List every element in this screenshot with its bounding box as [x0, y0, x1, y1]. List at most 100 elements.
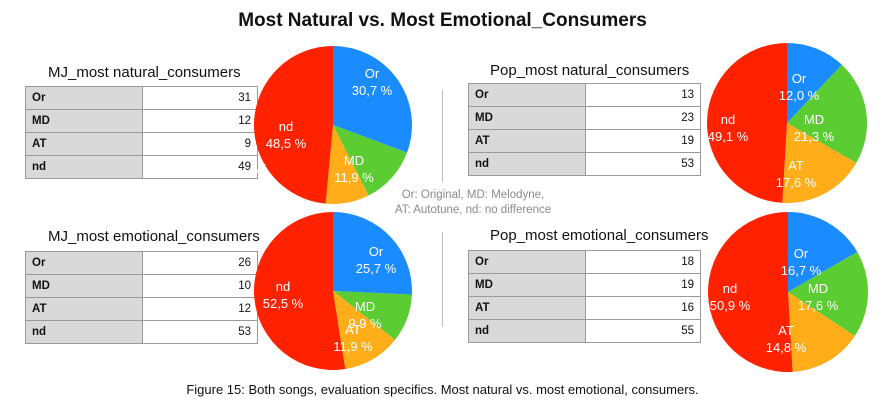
pie-label-md: MD 17,6 % — [798, 281, 839, 313]
mj-natural-pie: Or 30,7 % MD 11,9 % AT 8,9 % nd 48,5 % — [241, 46, 412, 204]
pie-label-or: Or 25,7 % — [356, 244, 397, 276]
table-row-label: Or — [468, 250, 586, 274]
pie-label-percent: 12,0 % — [779, 88, 820, 103]
table-row-label: MD — [25, 109, 143, 133]
pie-label-percent: 49,1 % — [708, 129, 749, 144]
table-row-value: 12 — [142, 297, 258, 321]
pie-label-percent: 48,5 % — [266, 136, 307, 151]
pie-label-nd: nd 49,1 % — [708, 112, 749, 144]
table-row-label: nd — [25, 155, 143, 179]
table-row-value: 9 — [142, 132, 258, 156]
pie-label-category: MD — [804, 112, 824, 127]
pie-label-at: AT 8,9 % — [241, 161, 275, 193]
figure-caption: Figure 15: Both songs, evaluation specif… — [186, 382, 699, 397]
table-row: nd 53 — [25, 320, 258, 344]
pie-slice-or — [333, 46, 412, 153]
pie-label-category: AT — [788, 158, 804, 173]
pie-label-at: AT 14,8 % — [766, 323, 807, 355]
divider-bottom — [442, 232, 443, 327]
pie-slice-nd — [707, 43, 787, 203]
table-row-value: 10 — [142, 274, 258, 298]
table-row: Or 31 — [25, 86, 258, 110]
table-row-value: 53 — [142, 320, 258, 344]
pie-label-category: Or — [369, 244, 384, 259]
pie-slice-md — [333, 291, 412, 340]
pie-label-percent: 14,8 % — [766, 340, 807, 355]
pie-label-category: nd — [721, 112, 735, 127]
pie-label-md: MD 21,3 % — [794, 112, 835, 144]
table-row: AT 16 — [468, 296, 701, 320]
table-row-label: AT — [25, 297, 143, 321]
table-row-value: 19 — [585, 273, 701, 297]
table-row-value: 16 — [585, 296, 701, 320]
pie-label-category: MD — [808, 281, 828, 296]
pie-slice-or — [333, 212, 412, 295]
table-row-value: 23 — [585, 106, 701, 130]
pie-label-or: Or 12,0 % — [779, 71, 820, 103]
pie-label-category: AT — [250, 161, 266, 176]
pie-slice-md — [788, 252, 868, 336]
table-row-value: 26 — [142, 251, 258, 275]
pie-label-category: AT — [345, 322, 361, 337]
mj-emotional-pie: Or 25,7 % MD 9,9 %AT 11,9 % nd 52,5 % — [254, 212, 412, 370]
table-row: MD 19 — [468, 273, 701, 297]
table-row-label: nd — [468, 319, 586, 343]
pie-slice-at — [325, 125, 369, 204]
table-row: nd 55 — [468, 319, 701, 343]
pie-slice-nd — [254, 46, 333, 204]
pie-slice-at — [333, 291, 395, 370]
table-row-label: MD — [468, 106, 586, 130]
table-row: MD 23 — [468, 106, 701, 130]
table-row-label: Or — [25, 251, 143, 275]
pie-label-category: Or — [794, 246, 809, 261]
table-row-label: MD — [468, 273, 586, 297]
pie-slice-nd — [708, 212, 793, 372]
legend-note-line2: AT: Autotune, nd: no difference — [394, 204, 552, 216]
pop-natural-title: Pop_most natural_consumers — [490, 62, 690, 79]
legend-note: Or: Original, MD: Melodyne, AT: Autotune… — [388, 188, 558, 218]
table-row-label: AT — [25, 132, 143, 156]
pop-emotional-pie: Or 16,7 % MD 17,6 % AT 14,8 % nd 50,9 % — [708, 212, 868, 372]
table-row: Or 13 — [468, 83, 701, 107]
mj-natural-title: MJ_most natural_consumers — [48, 64, 241, 81]
pie-label-or: Or 30,7 % — [352, 66, 393, 98]
pie-label-nd: nd 48,5 % — [266, 119, 307, 151]
table-row-value: 19 — [585, 129, 701, 153]
pie-label-percent: 17,6 % — [798, 298, 839, 313]
table-row: AT 12 — [25, 297, 258, 321]
table-row-value: 18 — [585, 250, 701, 274]
pie-slice-or — [788, 212, 858, 292]
pie-slice-md — [333, 125, 407, 196]
pie-label-category: nd — [723, 281, 737, 296]
pie-slice-md — [787, 64, 867, 163]
pie-slice-or — [787, 43, 842, 123]
pie-label-or: Or 16,7 % — [781, 246, 822, 278]
pie-label-md: MD 11,9 % — [334, 153, 374, 185]
table-row: AT 9 — [25, 132, 258, 156]
pie-slice-at — [788, 292, 855, 372]
table-row-value: 53 — [585, 152, 701, 176]
table-row-value: 12 — [142, 109, 258, 133]
table-row: nd 53 — [468, 152, 701, 176]
pie-label-category: AT — [778, 323, 794, 338]
pie-label-at: AT 17,6 % — [776, 158, 817, 190]
legend-note-line1: Or: Original, MD: Melodyne, — [401, 189, 545, 201]
pie-label-percent: 21,3 % — [794, 129, 835, 144]
pie-label-category: Or — [365, 66, 380, 81]
pie-label-percent: 30,7 % — [352, 83, 393, 98]
table-row: AT 19 — [468, 129, 701, 153]
pie-label-category: Or — [792, 71, 807, 86]
table-row-label: AT — [468, 296, 586, 320]
pie-label-percent: 11,9 % — [334, 170, 374, 185]
table-row-label: nd — [25, 320, 143, 344]
table-row: nd 49 — [25, 155, 258, 179]
pie-label-percent: 52,5 % — [263, 296, 304, 311]
table-row-value: 49 — [142, 155, 258, 179]
mj-emotional-title: MJ_most emotional_consumers — [48, 228, 260, 245]
pie-label-percent: 25,7 % — [356, 261, 397, 276]
pie-label-category: nd — [276, 279, 290, 294]
